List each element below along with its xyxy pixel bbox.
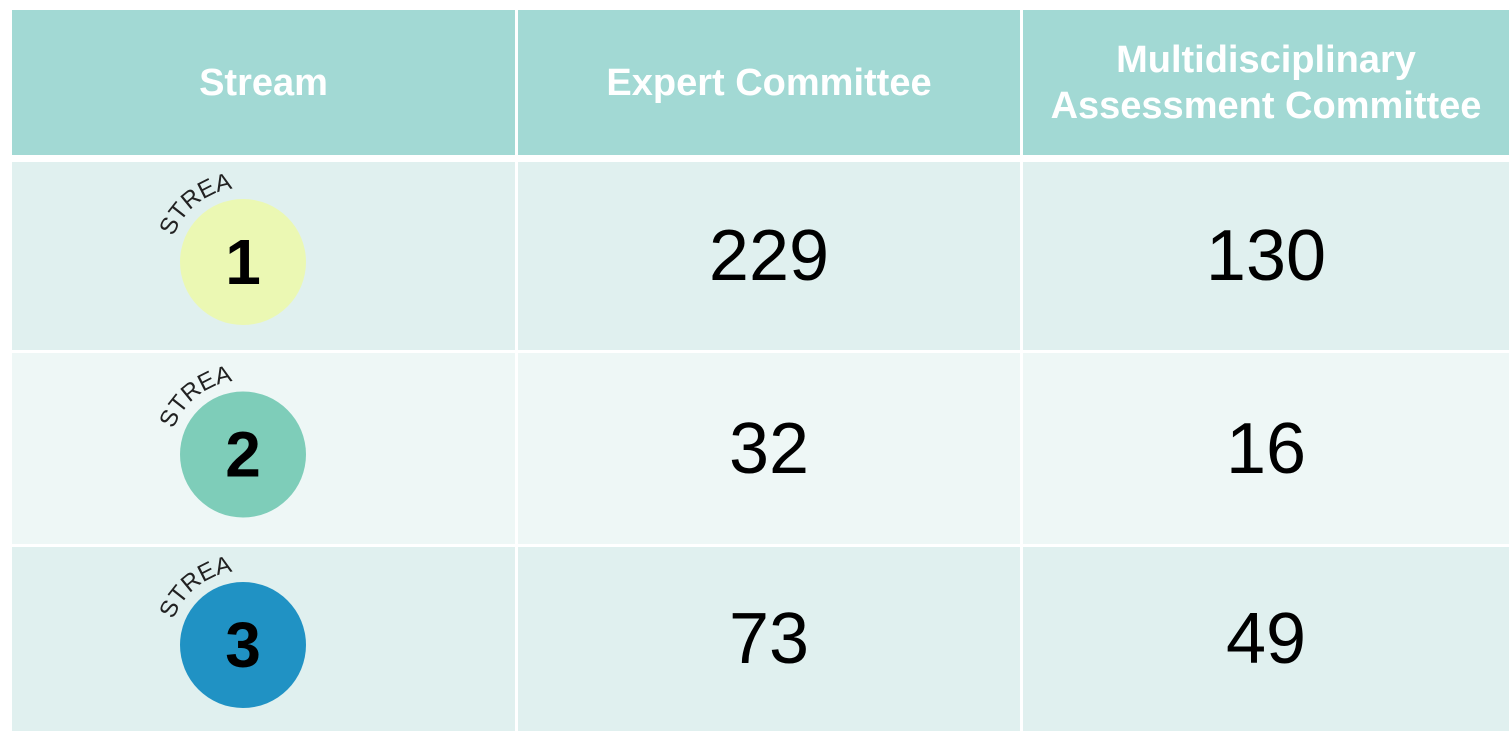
stream-cell: STREAM1: [12, 162, 515, 350]
stream-cell: STREAM2: [12, 353, 515, 544]
badge-circle: [180, 582, 306, 708]
header-cell: Stream: [12, 10, 515, 155]
badge-circle: [180, 199, 306, 325]
stream-badge: STREAM1: [12, 162, 306, 325]
stream-badge: STREAM3: [12, 547, 306, 708]
multidisciplinary-count: 49: [1023, 547, 1509, 731]
stream-cell: STREAM3: [12, 547, 515, 731]
stream-badge: STREAM2: [12, 353, 306, 518]
multidisciplinary-count: 130: [1023, 162, 1509, 350]
expert-count: 229: [518, 162, 1020, 350]
badge-number: 1: [225, 226, 261, 298]
header-cell: Expert Committee: [518, 10, 1020, 155]
expert-count: 73: [518, 547, 1020, 731]
multidisciplinary-count: 16: [1023, 353, 1509, 544]
expert-count: 32: [518, 353, 1020, 544]
badge-circle: [180, 391, 306, 518]
badge-number: 3: [225, 609, 261, 681]
badge-number: 2: [225, 419, 261, 491]
header-cell: Multidisciplinary Assessment Committee: [1023, 10, 1509, 155]
